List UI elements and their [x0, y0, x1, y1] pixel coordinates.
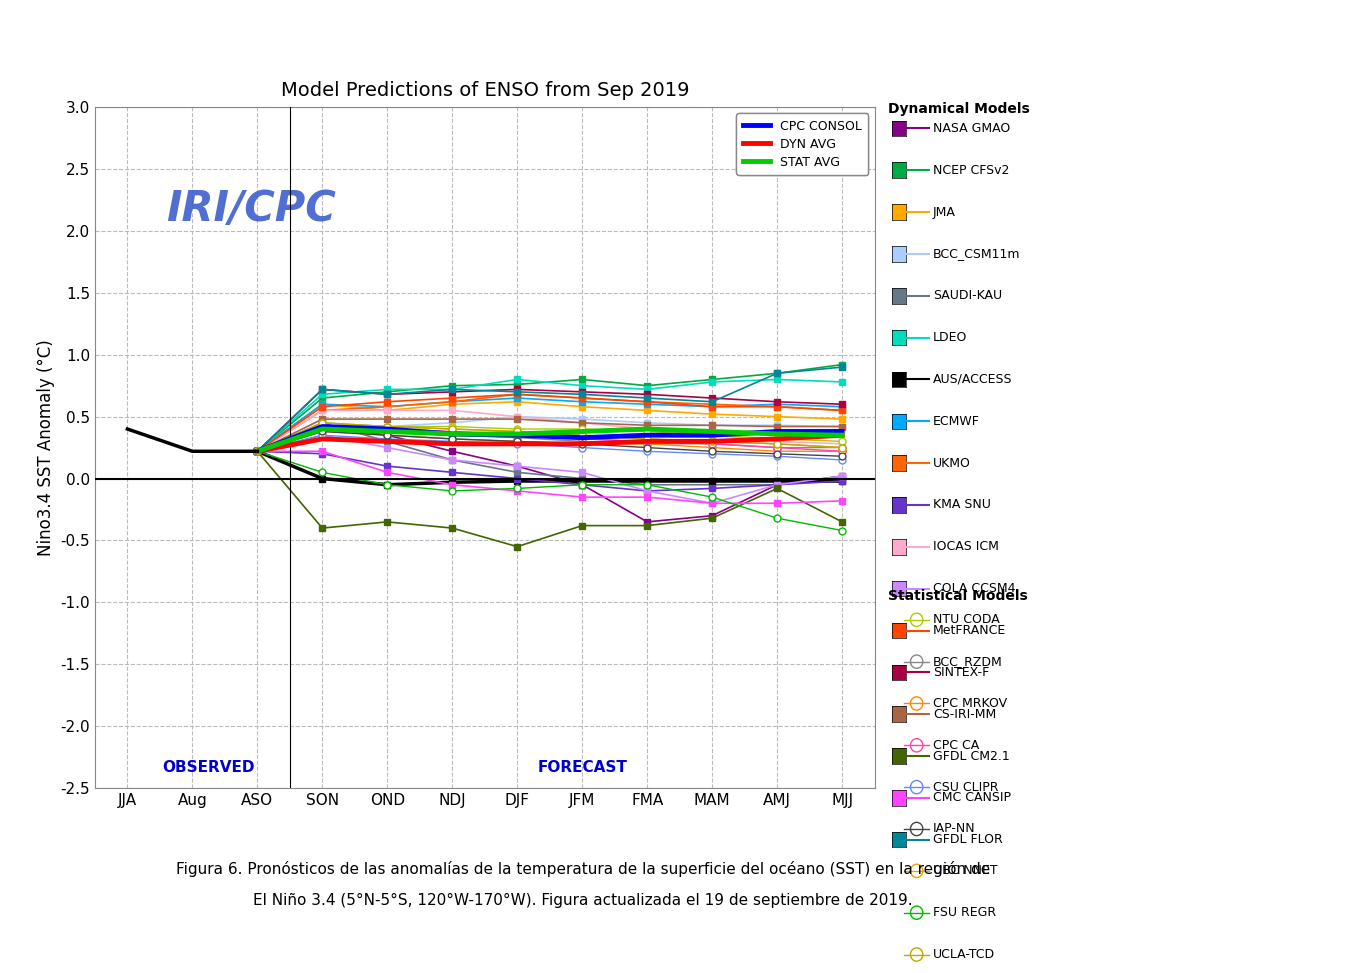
Text: UCLA-TCD: UCLA-TCD: [933, 948, 995, 961]
Text: NTU CODA: NTU CODA: [933, 613, 999, 627]
Text: COLA CCSM4: COLA CCSM4: [933, 582, 1016, 595]
Text: IOCAS ICM: IOCAS ICM: [933, 540, 999, 554]
Text: GFDL CM2.1: GFDL CM2.1: [933, 749, 1010, 763]
Text: JMA: JMA: [933, 205, 956, 219]
Text: SAUDI-KAU: SAUDI-KAU: [933, 289, 1002, 303]
Text: UKMO: UKMO: [933, 456, 971, 470]
Text: MetFRANCE: MetFRANCE: [933, 624, 1006, 637]
Text: BCC_CSM11m: BCC_CSM11m: [933, 247, 1021, 261]
Text: NASA GMAO: NASA GMAO: [933, 122, 1010, 135]
Text: LDEO: LDEO: [933, 331, 967, 344]
Text: Statistical Models: Statistical Models: [888, 589, 1028, 602]
Text: ECMWF: ECMWF: [933, 414, 980, 428]
Text: SINTEX-F: SINTEX-F: [933, 666, 989, 679]
Text: CPC CA: CPC CA: [933, 739, 979, 752]
Text: UBC NNET: UBC NNET: [933, 864, 998, 878]
Text: CMC CANSIP: CMC CANSIP: [933, 791, 1012, 805]
Text: CPC MRKOV: CPC MRKOV: [933, 697, 1008, 710]
Text: KMA SNU: KMA SNU: [933, 498, 991, 512]
Text: CS-IRI-MM: CS-IRI-MM: [933, 707, 997, 721]
Text: CSU CLIPR: CSU CLIPR: [933, 780, 998, 794]
Text: BCC_RZDM: BCC_RZDM: [933, 655, 1002, 668]
Text: NCEP CFSv2: NCEP CFSv2: [933, 163, 1009, 177]
Text: OBSERVED: OBSERVED: [163, 760, 255, 775]
Legend: CPC CONSOL, DYN AVG, STAT AVG: CPC CONSOL, DYN AVG, STAT AVG: [736, 113, 868, 175]
Y-axis label: Nino3.4 SST Anomaly (°C): Nino3.4 SST Anomaly (°C): [37, 340, 54, 556]
Text: AUS/ACCESS: AUS/ACCESS: [933, 373, 1013, 386]
Title: Model Predictions of ENSO from Sep 2019: Model Predictions of ENSO from Sep 2019: [281, 81, 689, 100]
Text: FSU REGR: FSU REGR: [933, 906, 997, 919]
Text: IRI/CPC: IRI/CPC: [167, 188, 336, 230]
Text: Figura 6. Pronósticos de las anomalías de la temperatura de la superficie del oc: Figura 6. Pronósticos de las anomalías d…: [176, 861, 990, 877]
Text: Dynamical Models: Dynamical Models: [888, 102, 1031, 116]
Text: IAP-NN: IAP-NN: [933, 822, 975, 836]
Text: El Niño 3.4 (5°N-5°S, 120°W-170°W). Figura actualizada el 19 de septiembre de 20: El Niño 3.4 (5°N-5°S, 120°W-170°W). Figu…: [254, 893, 913, 908]
Text: FORECAST: FORECAST: [537, 760, 628, 775]
Text: GFDL FLOR: GFDL FLOR: [933, 833, 1002, 847]
